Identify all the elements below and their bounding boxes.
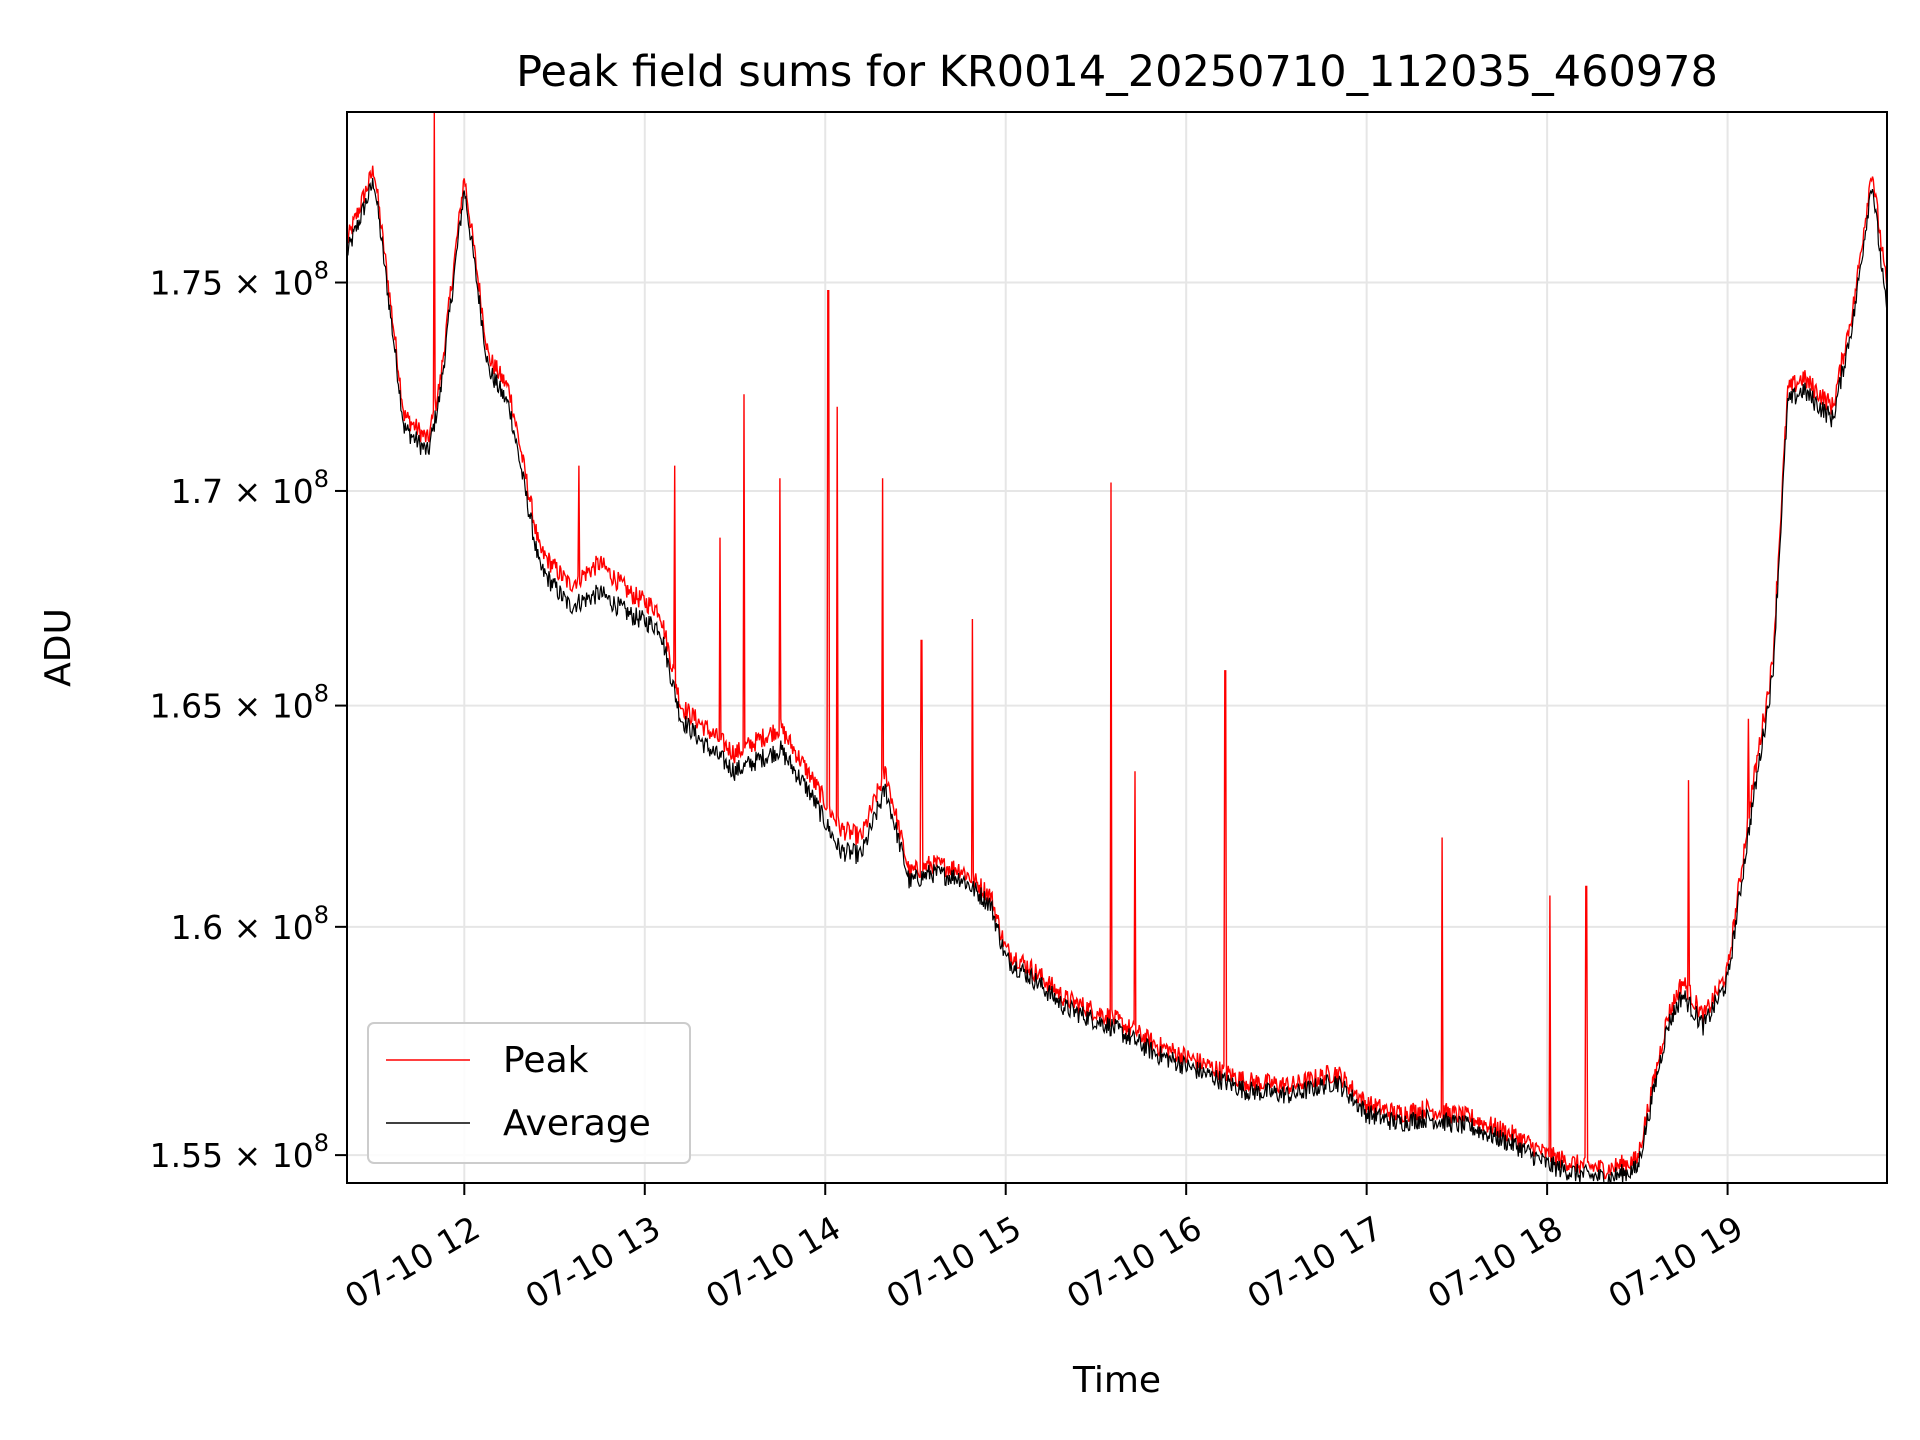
y-tick-label: 1.55 × 108 <box>150 1129 329 1175</box>
x-tick-label: 07-10 18 <box>1421 1208 1569 1316</box>
x-tick-label: 07-10 17 <box>1241 1208 1389 1316</box>
y-tick-label: 1.75 × 108 <box>150 257 329 303</box>
plot-series <box>347 112 1887 1183</box>
x-tick-label: 07-10 15 <box>880 1208 1028 1316</box>
series-line-average <box>347 177 1887 1183</box>
legend-box <box>367 1022 691 1164</box>
x-tick-label: 07-10 19 <box>1602 1208 1750 1316</box>
x-tick-label: 07-10 16 <box>1060 1208 1208 1316</box>
y-axis-ticks: 1.55 × 108 1.6 × 108 1.65 × 108 1.7 × 108 1.… <box>150 257 347 1175</box>
chart-title: Peak field sums for KR0014_20250710_1120… <box>516 47 1718 97</box>
y-axis-title: ADU <box>38 608 79 687</box>
x-tick-label: 07-10 12 <box>338 1208 486 1316</box>
plot-frame <box>346 111 1888 1184</box>
y-tick-label: 1.6 × 108 <box>171 901 329 947</box>
y-tick-label: 1.65 × 108 <box>150 680 329 726</box>
y-tick-label: 1.7 × 108 <box>171 465 329 511</box>
legend-label-average: Average <box>503 1103 651 1144</box>
x-tick-label: 07-10 13 <box>519 1208 667 1316</box>
grid <box>347 112 1887 1183</box>
x-axis-title: Time <box>1072 1360 1161 1401</box>
legend-label-peak: Peak <box>503 1040 589 1081</box>
x-tick-label: 07-10 14 <box>699 1208 847 1316</box>
legend: Peak Average <box>367 1022 691 1164</box>
series-line-peak <box>347 112 1887 1180</box>
x-axis-ticks: 07-10 12 07-10 13 07-10 14 07-10 15 07-10 16… <box>338 1183 1750 1316</box>
